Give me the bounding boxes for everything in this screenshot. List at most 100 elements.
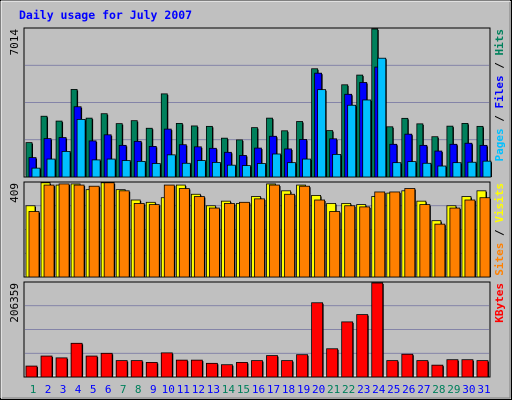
bar-sites-day-24 bbox=[374, 191, 386, 278]
day-label-21: 21 bbox=[327, 383, 340, 396]
legend-entry: / bbox=[493, 109, 506, 129]
day-label-16: 16 bbox=[252, 383, 265, 396]
bar-kbytes-day-21 bbox=[326, 348, 339, 378]
bar-pages-day-14 bbox=[227, 164, 236, 178]
legend-entry: Hits bbox=[493, 29, 506, 56]
bar-kbytes-day-14 bbox=[221, 364, 233, 378]
bar-pages-day-5 bbox=[91, 159, 101, 178]
bar-sites-day-6 bbox=[103, 182, 115, 278]
day-label-20: 20 bbox=[312, 383, 325, 396]
panel-middle: 409 Sites / Visits bbox=[8, 181, 506, 278]
day-label-12: 12 bbox=[192, 383, 205, 396]
bar-kbytes-day-31 bbox=[476, 360, 489, 378]
bar-sites-day-20 bbox=[314, 199, 326, 278]
bar-kbytes-day-15 bbox=[236, 362, 248, 378]
day-label-5: 5 bbox=[90, 383, 97, 396]
day-label-8: 8 bbox=[135, 383, 142, 396]
day-label-14: 14 bbox=[222, 383, 236, 396]
bar-sites-day-12 bbox=[193, 196, 205, 278]
bar-sites-day-10 bbox=[163, 184, 175, 278]
day-label-13: 13 bbox=[207, 383, 220, 396]
legend-entry: KBytes bbox=[493, 283, 506, 323]
bar-pages-day-25 bbox=[392, 162, 402, 178]
panels: 7014 Pages / Files / Hits 409 Sites / Visit… bbox=[8, 27, 506, 378]
bar-kbytes-day-24 bbox=[371, 282, 384, 378]
legend-entry: Sites bbox=[493, 243, 506, 276]
bar-pages-day-16 bbox=[257, 163, 266, 178]
bar-sites-day-1 bbox=[28, 211, 40, 278]
bar-sites-day-26 bbox=[404, 188, 416, 278]
bar-pages-day-2 bbox=[46, 158, 56, 178]
bar-kbytes-day-1 bbox=[25, 365, 38, 378]
bar-kbytes-day-5 bbox=[85, 355, 98, 378]
bar-pages-day-19 bbox=[302, 158, 311, 178]
day-label-28: 28 bbox=[432, 383, 445, 396]
bar-pages-day-20 bbox=[317, 89, 327, 178]
bar-kbytes-day-2 bbox=[40, 355, 53, 378]
bar-pages-day-7 bbox=[121, 160, 131, 178]
panel-top-max-label: 7014 bbox=[8, 29, 21, 56]
panel-top-legend: Pages / Files / Hits bbox=[493, 29, 506, 162]
bar-kbytes-day-4 bbox=[70, 342, 83, 378]
day-label-7: 7 bbox=[120, 383, 127, 396]
bar-kbytes-day-22 bbox=[341, 321, 354, 378]
bar-sites-day-14 bbox=[224, 203, 235, 278]
day-label-10: 10 bbox=[162, 383, 175, 396]
bar-sites-day-7 bbox=[118, 190, 130, 278]
day-label-11: 11 bbox=[177, 383, 190, 396]
bar-sites-day-25 bbox=[389, 191, 401, 278]
day-label-23: 23 bbox=[357, 383, 370, 396]
bar-sites-day-29 bbox=[449, 207, 461, 278]
panel-middle-max-label: 409 bbox=[8, 183, 21, 203]
bar-pages-day-11 bbox=[181, 162, 191, 178]
bar-kbytes-day-6 bbox=[100, 352, 113, 378]
day-label-2: 2 bbox=[45, 383, 52, 396]
bar-pages-day-22 bbox=[347, 104, 357, 178]
bar-pages-day-15 bbox=[242, 165, 251, 178]
bar-pages-day-9 bbox=[151, 163, 161, 178]
day-label-18: 18 bbox=[282, 383, 295, 396]
panel-bottom-legend: KBytes bbox=[493, 283, 506, 323]
day-label-4: 4 bbox=[75, 383, 82, 396]
bar-sites-day-2 bbox=[43, 184, 55, 278]
bar-kbytes-day-13 bbox=[205, 362, 218, 378]
day-label-25: 25 bbox=[387, 383, 400, 396]
legend-entry: Visits bbox=[493, 183, 506, 223]
bar-kbytes-day-20 bbox=[311, 302, 324, 378]
bar-kbytes-day-30 bbox=[461, 359, 474, 378]
bar-pages-day-4 bbox=[76, 118, 86, 178]
bar-pages-day-17 bbox=[272, 153, 281, 178]
panel-top-bars bbox=[25, 28, 492, 178]
day-label-1: 1 bbox=[30, 383, 37, 396]
bar-pages-day-24 bbox=[377, 57, 387, 178]
legend-entry: / bbox=[493, 56, 506, 76]
day-label-30: 30 bbox=[462, 383, 475, 396]
bar-sites-day-19 bbox=[299, 185, 310, 278]
legend-entry: Files bbox=[493, 75, 506, 108]
bar-sites-day-16 bbox=[254, 198, 265, 278]
day-label-27: 27 bbox=[417, 383, 430, 396]
panel-middle-legend: Sites / Visits bbox=[493, 183, 506, 276]
bar-pages-day-3 bbox=[61, 151, 71, 178]
bar-sites-day-11 bbox=[178, 188, 190, 278]
bar-pages-day-8 bbox=[136, 160, 146, 178]
day-label-9: 9 bbox=[150, 383, 157, 396]
day-label-3: 3 bbox=[60, 383, 67, 396]
bar-sites-day-27 bbox=[419, 204, 431, 278]
bar-kbytes-day-3 bbox=[55, 357, 68, 378]
bar-sites-day-5 bbox=[88, 185, 100, 278]
bar-kbytes-day-29 bbox=[446, 359, 459, 378]
day-label-6: 6 bbox=[105, 383, 112, 396]
bar-sites-day-8 bbox=[133, 203, 145, 278]
bar-kbytes-day-16 bbox=[251, 360, 263, 378]
day-label-15: 15 bbox=[237, 383, 250, 396]
bar-sites-day-17 bbox=[269, 184, 280, 278]
bar-kbytes-day-28 bbox=[431, 364, 444, 378]
bar-pages-day-18 bbox=[287, 162, 296, 178]
bar-sites-day-18 bbox=[284, 193, 295, 278]
bar-pages-day-23 bbox=[362, 99, 372, 178]
day-labels: 1 2 3 4 5 6 7 8 9 10 11 12 13 14 15 16 17 18 19 20 21 22 23 24 2… bbox=[30, 383, 491, 396]
bar-sites-day-3 bbox=[58, 183, 70, 278]
bar-pages-day-28 bbox=[437, 165, 447, 178]
bar-pages-day-26 bbox=[407, 161, 417, 178]
